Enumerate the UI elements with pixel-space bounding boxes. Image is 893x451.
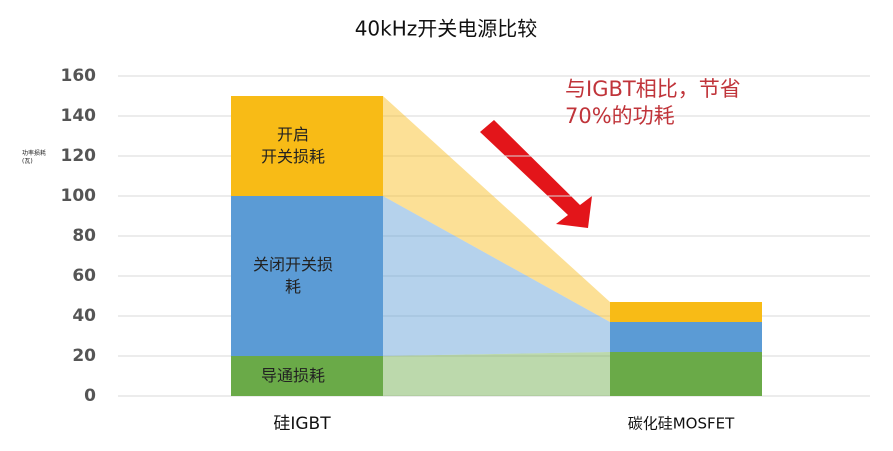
- segment-label: 关闭开关损 耗: [252, 255, 333, 296]
- y-tick-label: 20: [72, 346, 96, 366]
- segment-label: 开启 开关损耗: [260, 125, 325, 166]
- x-tick-label: 硅IGBT: [273, 414, 331, 434]
- bar-segment: [231, 196, 383, 356]
- y-tick-label: 80: [72, 226, 96, 246]
- bar-segment: [610, 352, 762, 396]
- connector-band: [383, 96, 610, 322]
- arrow: [480, 120, 592, 228]
- segment-label: 导通损耗: [260, 366, 325, 385]
- y-tick-label: 160: [61, 66, 97, 86]
- y-tick-label: 0: [84, 386, 96, 406]
- bar-segment: [610, 302, 762, 322]
- bar-segment: [231, 96, 383, 196]
- y-tick-label: 120: [61, 146, 97, 166]
- y-tick-label: 40: [72, 306, 96, 326]
- chart-title: 40kHz开关电源比较: [355, 17, 538, 41]
- bar-segment: [231, 356, 383, 396]
- connector-band: [383, 196, 610, 356]
- annotation: 与IGBT相比，节省 70%的功耗: [565, 77, 741, 128]
- y-tick-label: 60: [72, 266, 96, 286]
- bar-segment: [610, 322, 762, 352]
- x-tick-label: 碳化硅MOSFET: [628, 415, 735, 433]
- connector-band: [383, 352, 610, 396]
- y-axis-label: 功率损耗 (瓦): [22, 150, 47, 165]
- y-tick-label: 140: [61, 106, 97, 126]
- y-tick-label: 100: [61, 186, 97, 206]
